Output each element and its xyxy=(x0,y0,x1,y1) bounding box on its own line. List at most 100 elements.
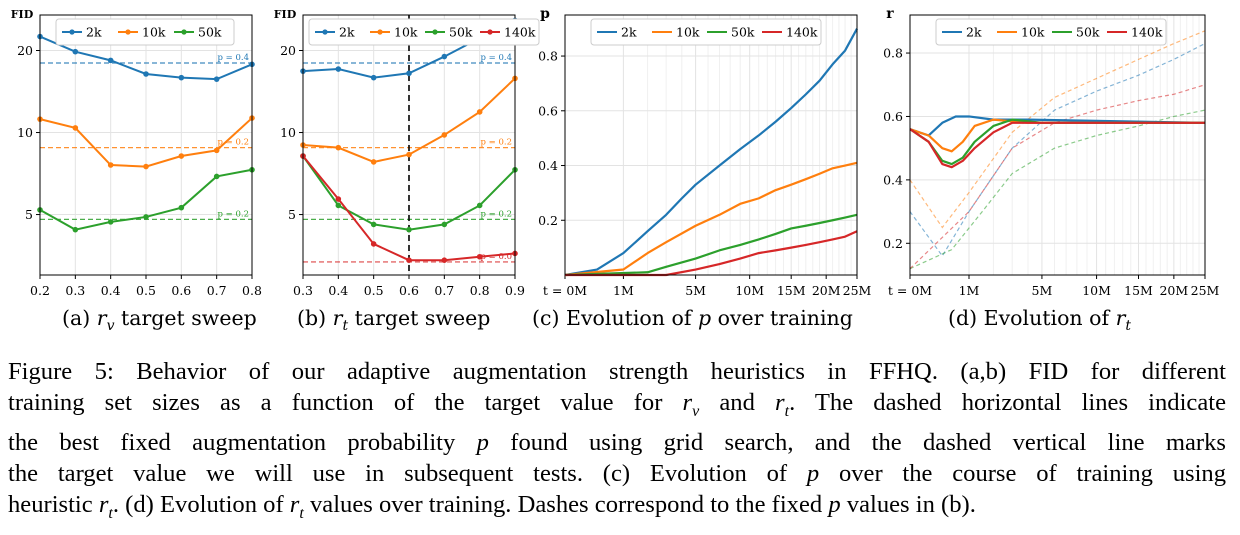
y-axis-label: FID xyxy=(11,8,34,21)
legend-label-50k: 50k xyxy=(731,25,755,40)
x-tick-label: 5M xyxy=(685,283,706,298)
legend-box xyxy=(590,18,822,46)
x-tick-label: t = 0M xyxy=(543,283,587,298)
x-tick-label: 0.6 xyxy=(399,283,419,298)
x-tick-label: 0.5 xyxy=(364,283,384,298)
legend-box xyxy=(308,18,540,46)
x-tick-label: 0.4 xyxy=(328,283,348,298)
series-line-2k xyxy=(564,28,858,277)
data-point-50k xyxy=(441,221,448,228)
legend-marker-10k xyxy=(377,29,383,35)
legend-marker-50k xyxy=(181,29,187,35)
x-tick-label: 20M xyxy=(1159,283,1188,298)
data-point-50k xyxy=(143,214,149,220)
x-tick-label: 15M xyxy=(1124,283,1153,298)
x-tick-label: 0.7 xyxy=(434,283,454,298)
data-point-2k xyxy=(107,57,114,64)
x-tick-label: 0.4 xyxy=(101,283,121,298)
data-point-140k xyxy=(441,257,448,263)
x-tick-label: 1M xyxy=(959,283,980,298)
x-tick-label: 10M xyxy=(735,283,764,298)
figure-caption: Figure 5: Behavior of our adaptive augme… xyxy=(8,356,1226,529)
y-tick-label: 10 xyxy=(280,125,296,140)
chart-panel-a: 0.2 0.3 0.4 0.5 0.6 0.7 0.8 5 10 20 p = 0.4 p = 0.2… xyxy=(11,8,262,298)
x-tick-label: 0.8 xyxy=(242,283,262,298)
y-axis-label: r xyxy=(886,6,894,22)
best-fixed-p-label: p = 0.4 xyxy=(481,53,513,63)
x-tick-label: 5M xyxy=(1032,283,1053,298)
legend-label-140k: 140k xyxy=(504,25,536,40)
caption-line-2: training set sizes as a function of the … xyxy=(8,389,1226,420)
data-point-50k xyxy=(406,226,412,233)
axes-frame xyxy=(39,14,253,276)
data-point-10k xyxy=(441,132,448,138)
data-point-140k xyxy=(476,253,483,260)
x-tick-label: 10M xyxy=(1082,283,1111,298)
x-tick-label: 20M xyxy=(812,283,841,298)
chart-panel-b: 0.3 0.4 0.5 0.6 0.7 0.8 0.9 5 10 20 p = 0.4 p = 0.2… xyxy=(274,8,540,298)
data-point-140k xyxy=(370,241,377,247)
y-tick-label: 0.6 xyxy=(538,103,558,118)
data-point-2k xyxy=(178,74,185,81)
dashed-series-2k xyxy=(909,43,1206,258)
legend-box xyxy=(935,18,1167,46)
caption-line-1: Figure 5: Behavior of our adaptive augme… xyxy=(8,358,1226,385)
legend-label-50k: 50k xyxy=(198,25,222,40)
data-point-2k xyxy=(335,66,342,72)
caption-line-4: the target value we will use in subseque… xyxy=(8,459,1227,487)
legend-label-2k: 2k xyxy=(86,25,102,40)
y-tick-label: 0.2 xyxy=(883,236,903,251)
legend-label-50k: 50k xyxy=(449,25,473,40)
chart-panel-d: t = 0M 1M 5M 10M 15M 20M 25M 0.2 0.4 0.6 0.8 r 2k 10k… xyxy=(883,6,1219,298)
subcaption-d: (d) Evolution of rt xyxy=(948,306,1132,335)
x-tick-label: 15M xyxy=(777,283,806,298)
x-tick-label: 1M xyxy=(613,283,634,298)
legend-label-10k: 10k xyxy=(394,25,418,40)
y-tick-label: 0.2 xyxy=(538,213,558,228)
legend-label-140k: 140k xyxy=(1131,25,1163,40)
x-tick-label: 0.2 xyxy=(30,283,50,298)
legend-label-10k: 10k xyxy=(1021,25,1045,40)
y-tick-label: 20 xyxy=(17,43,33,58)
data-point-10k xyxy=(178,153,185,159)
x-tick-label: 0.3 xyxy=(293,283,313,298)
subcaption-c: (c) Evolution of p over training xyxy=(532,306,853,330)
data-point-50k xyxy=(72,226,79,233)
data-point-10k xyxy=(370,159,377,165)
best-fixed-p-label: p = 0.0 xyxy=(481,252,513,262)
subcaption-b: (b) rt target sweep xyxy=(297,306,491,335)
y-tick-label: 0.8 xyxy=(883,46,903,61)
data-point-140k xyxy=(335,196,342,202)
series-line-140k xyxy=(565,230,858,277)
subcaption-a: (a) rv target sweep xyxy=(62,306,257,335)
x-tick-label: 0.9 xyxy=(505,283,525,298)
dashed-series-140k xyxy=(909,84,1206,270)
data-point-2k xyxy=(72,48,79,55)
series-line-50k xyxy=(564,213,858,277)
legend-marker-2k xyxy=(69,29,75,35)
data-point-2k xyxy=(370,74,377,81)
x-tick-label: 25M xyxy=(1191,283,1220,298)
caption-line-5: heuristic rt. (d) Evolution of rt values… xyxy=(8,490,976,522)
legend-label-2k: 2k xyxy=(621,25,637,40)
legend-box xyxy=(55,18,235,46)
dashed-series-50k xyxy=(909,109,1206,270)
legend-marker-10k xyxy=(125,29,131,35)
x-tick-label: 0.8 xyxy=(470,283,490,298)
y-tick-label: 10 xyxy=(17,125,33,140)
x-tick-label: 0.6 xyxy=(171,283,191,298)
y-tick-label: 0.8 xyxy=(538,49,558,64)
series-line-140k xyxy=(909,121,1205,169)
data-point-10k xyxy=(406,151,412,158)
axes-frame xyxy=(564,14,858,276)
data-point-10k xyxy=(335,144,342,151)
legend-label-10k: 10k xyxy=(142,25,166,40)
dashed-series-10k xyxy=(909,30,1206,229)
figure-panels: 0.2 0.3 0.4 0.5 0.6 0.7 0.8 5 10 20 p = 0.4 p = 0.2… xyxy=(11,6,1220,298)
series-line-10k xyxy=(564,161,858,277)
x-tick-label: 0.5 xyxy=(136,283,156,298)
data-point-50k xyxy=(107,219,114,225)
y-tick-label: 20 xyxy=(280,43,296,58)
data-point-2k xyxy=(406,70,412,77)
x-tick-label: 0.7 xyxy=(207,283,227,298)
